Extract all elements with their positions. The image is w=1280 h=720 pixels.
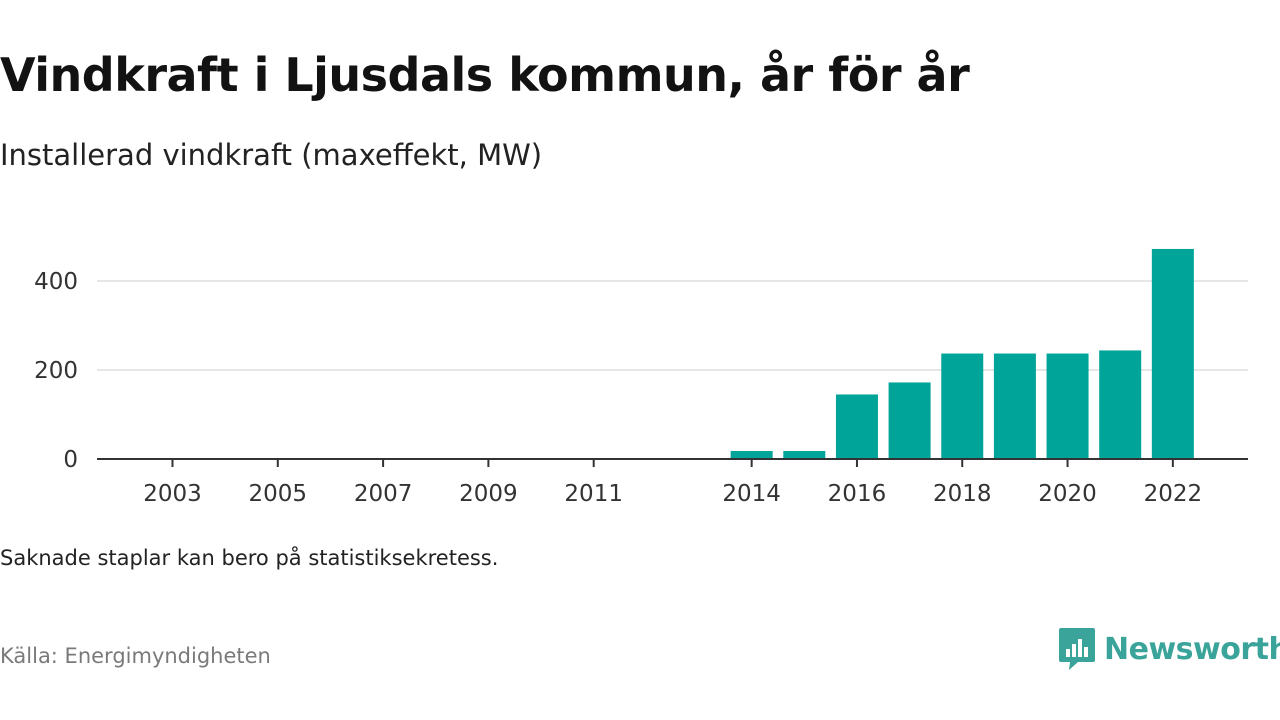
y-tick-label-400: 400: [34, 269, 78, 295]
bar-2022: [1151, 248, 1194, 459]
bar-chart: 0 200 400 2003 2005 2007 2009 2011 2014 2016 2018…: [34, 248, 1248, 507]
bars: [730, 248, 1194, 459]
bar-2018: [941, 353, 984, 459]
newsworthy-logo-icon: [1059, 628, 1095, 670]
y-tick-label-0: 0: [63, 447, 78, 473]
brand-name: Newsworthy: [1104, 631, 1280, 667]
x-tick-label-2022: 2022: [1144, 481, 1203, 507]
bar-2017: [888, 382, 931, 459]
y-axis-labels: 0 200 400: [34, 269, 78, 473]
bar-2016: [835, 394, 878, 459]
x-axis-labels: 2003 2005 2007 2009 2011 2014 2016 2018 2020 2022: [143, 481, 1202, 507]
x-tick-label-2003: 2003: [143, 481, 202, 507]
brand-logo: Newsworthy: [1058, 627, 1280, 671]
x-tick-label-2009: 2009: [459, 481, 518, 507]
footnote: Saknade staplar kan bero på statistiksek…: [0, 546, 499, 570]
bar-2019: [993, 353, 1036, 459]
x-tick-label-2007: 2007: [354, 481, 413, 507]
bar-2014: [730, 450, 773, 459]
chart-subtitle: Installerad vindkraft (maxeffekt, MW): [0, 138, 543, 172]
bar-2021: [1099, 350, 1142, 459]
x-tick-label-2018: 2018: [933, 481, 992, 507]
x-tick-label-2016: 2016: [828, 481, 887, 507]
x-tick-label-2020: 2020: [1038, 481, 1097, 507]
bar-2020: [1046, 353, 1089, 459]
y-tick-label-200: 200: [34, 358, 78, 384]
x-tick-label-2011: 2011: [564, 481, 623, 507]
x-tick-label-2005: 2005: [249, 481, 308, 507]
chart-title: Vindkraft i Ljusdals kommun, år för år: [0, 48, 970, 102]
source-text: Källa: Energimyndigheten: [0, 644, 271, 668]
x-axis: [97, 458, 1248, 467]
x-tick-label-2014: 2014: [722, 481, 781, 507]
bar-2015: [783, 450, 826, 459]
